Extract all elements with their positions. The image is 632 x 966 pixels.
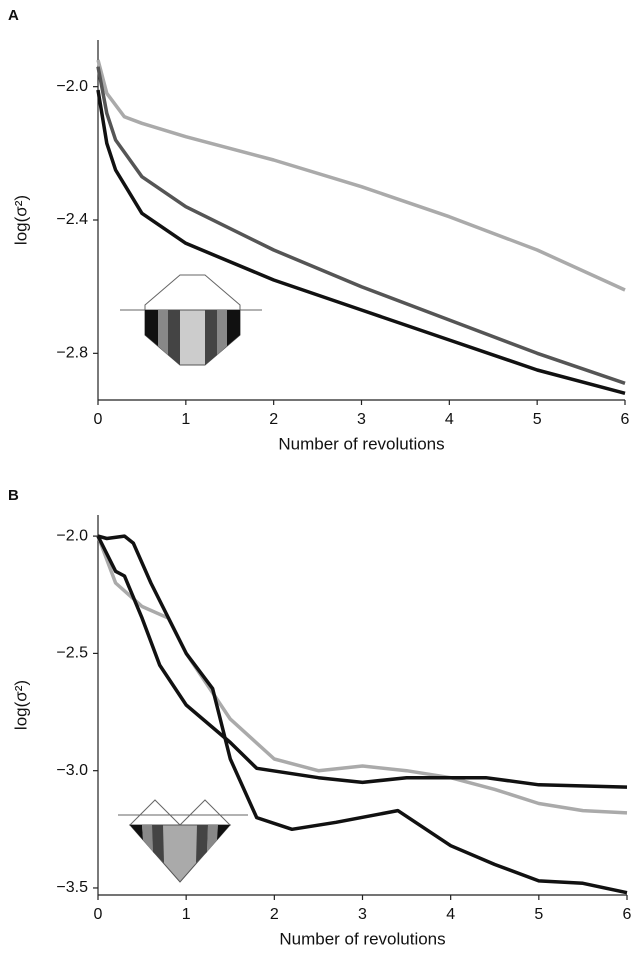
x-tick-label: 1 <box>181 411 190 428</box>
x-tick-label: 0 <box>94 411 103 428</box>
x-tick-label: 3 <box>357 411 366 428</box>
y-axis-label: log(σ²) <box>11 195 30 245</box>
y-tick-label: −2.4 <box>56 211 88 228</box>
y-tick-label: −2.8 <box>56 345 88 362</box>
y-tick-label: −2.0 <box>56 78 88 95</box>
data-line <box>96 59 626 292</box>
data-line <box>97 534 628 895</box>
x-tick-label: 6 <box>621 411 630 428</box>
x-tick-label: 5 <box>533 411 542 428</box>
x-tick-label: 6 <box>623 906 632 923</box>
y-axis-label: log(σ²) <box>11 680 30 730</box>
x-tick-label: 4 <box>446 906 455 923</box>
data-line <box>96 66 626 385</box>
panel-label: B <box>8 487 19 504</box>
x-tick-label: 5 <box>534 906 543 923</box>
x-tick-label: 0 <box>94 906 103 923</box>
x-tick-label: 4 <box>445 411 454 428</box>
data-line <box>96 535 628 815</box>
y-tick-label: −2.0 <box>56 527 88 544</box>
y-tick-label: −3.5 <box>56 879 88 896</box>
y-tick-label: −2.5 <box>56 645 88 662</box>
inset-diagram-a <box>120 274 262 366</box>
x-tick-label: 3 <box>358 906 367 923</box>
data-line <box>96 535 628 789</box>
y-tick-label: −3.0 <box>56 762 88 779</box>
x-axis-label: Number of revolutions <box>279 929 445 948</box>
x-tick-label: 1 <box>182 906 191 923</box>
panel-label: A <box>8 7 19 24</box>
inset-diagram-b <box>118 799 248 883</box>
x-tick-label: 2 <box>270 906 279 923</box>
data-line <box>96 89 626 395</box>
x-axis-label: Number of revolutions <box>278 434 444 453</box>
x-tick-label: 2 <box>269 411 278 428</box>
